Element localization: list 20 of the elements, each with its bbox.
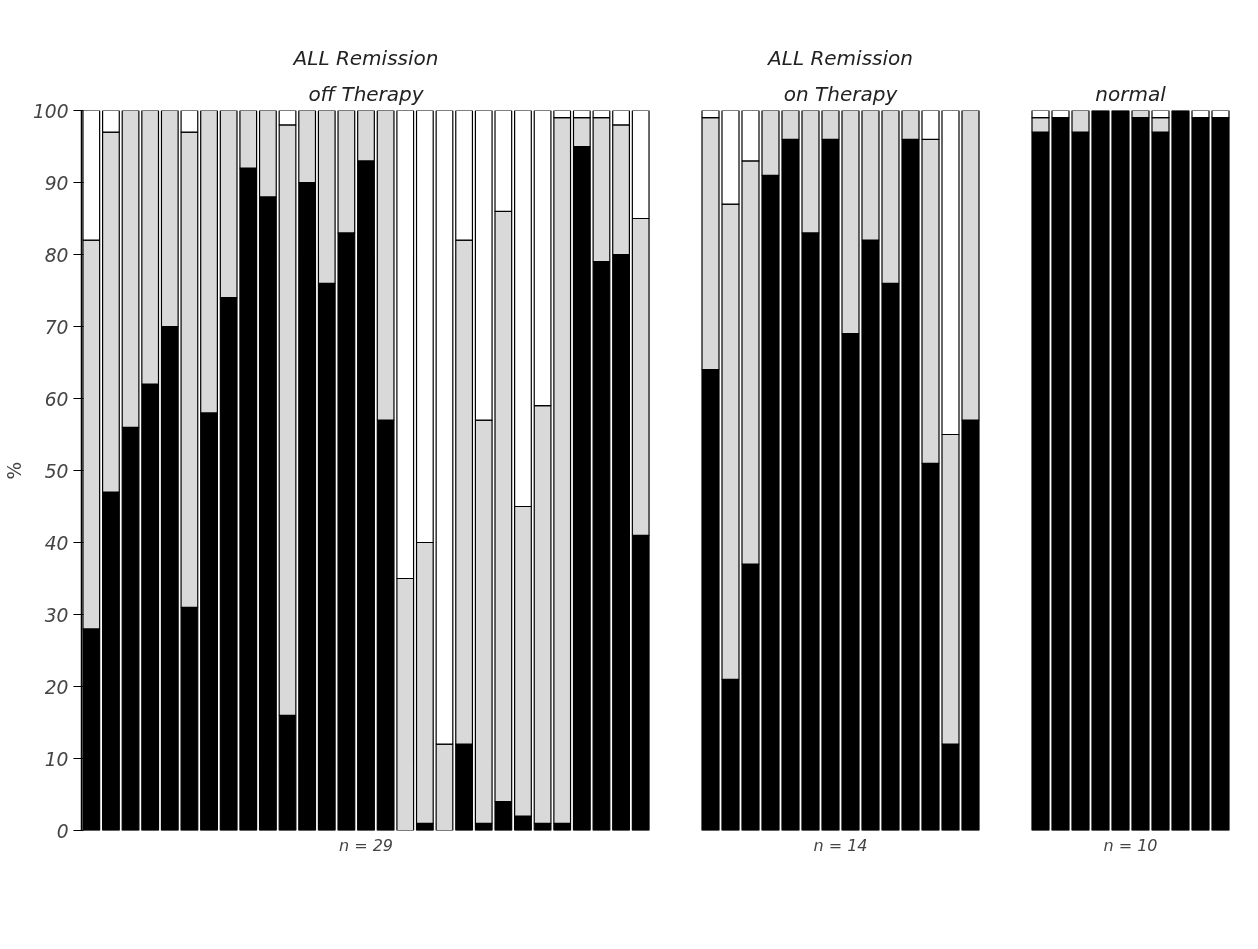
y-tick-label: 90 bbox=[44, 172, 69, 194]
y-tick-label: 30 bbox=[44, 604, 69, 626]
x-axis-title: n = 14 bbox=[813, 835, 868, 855]
x-axis-title: n = 29 bbox=[338, 835, 394, 855]
chart-subtitle: off Therapy bbox=[308, 81, 425, 106]
chart-title: normal bbox=[1095, 81, 1167, 106]
y-tick-label: 80 bbox=[44, 244, 69, 266]
y-tick-label: 10 bbox=[44, 748, 69, 770]
chart-title: ALL Remission bbox=[291, 45, 439, 70]
y-tick-label: 60 bbox=[44, 388, 69, 410]
x-axis-title: n = 10 bbox=[1103, 835, 1158, 855]
y-tick-label: 40 bbox=[44, 532, 69, 554]
y-tick-label: 20 bbox=[44, 676, 69, 698]
chart-subtitle: on Therapy bbox=[783, 81, 899, 106]
y-tick-label: 100 bbox=[32, 100, 69, 122]
y-tick-label: 0 bbox=[56, 820, 69, 842]
chart-title: ALL Remission bbox=[766, 45, 913, 70]
y-axis-title: % bbox=[3, 461, 25, 480]
y-tick-label: 70 bbox=[44, 316, 69, 338]
y-tick-label: 50 bbox=[44, 460, 69, 482]
